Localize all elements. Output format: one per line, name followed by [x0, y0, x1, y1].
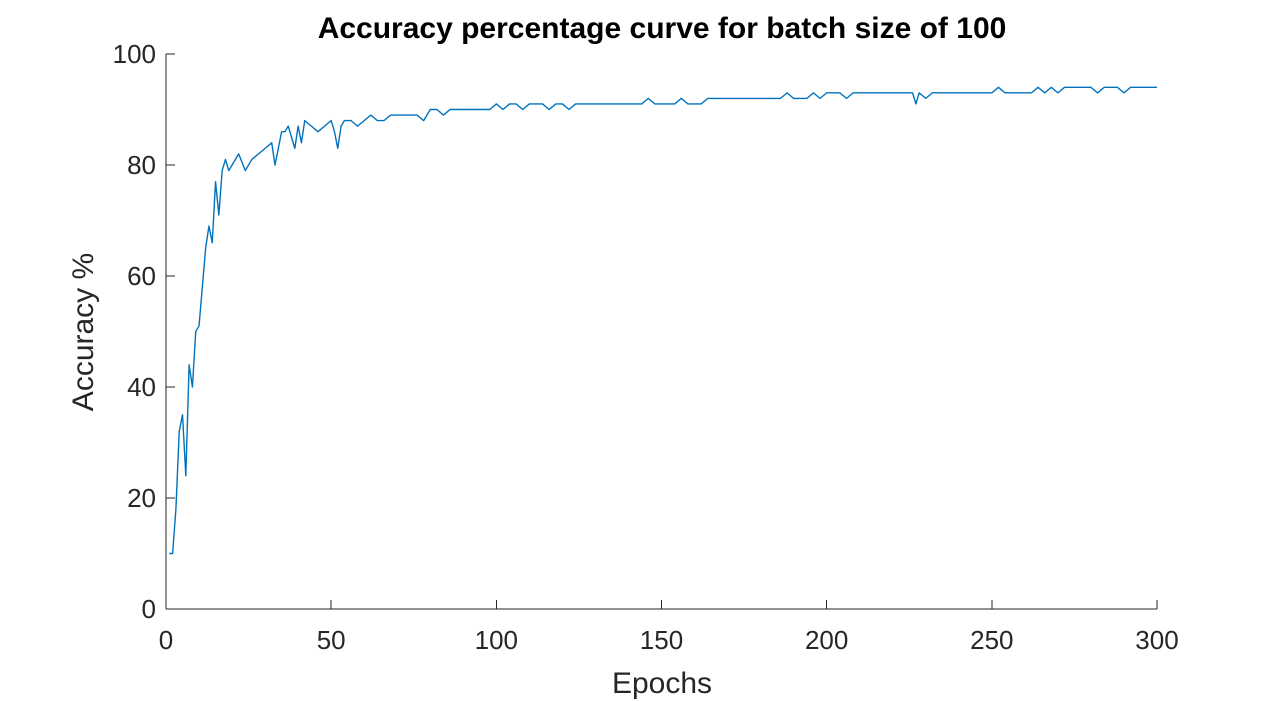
- x-tick-label: 250: [970, 625, 1013, 655]
- y-tick-label: 100: [113, 39, 156, 69]
- chart-title: Accuracy percentage curve for batch size…: [318, 12, 1007, 45]
- series-layer: [169, 86, 1157, 555]
- x-tick-label: 200: [805, 625, 848, 655]
- x-tick-label: 150: [640, 625, 683, 655]
- x-tick-label: 100: [475, 625, 518, 655]
- y-tick-label: 80: [127, 150, 156, 180]
- x-axis-label: Epochs: [612, 667, 712, 700]
- y-tick-label: 60: [127, 261, 156, 291]
- x-tick-label: 50: [317, 625, 346, 655]
- x-tick-label: 300: [1135, 625, 1178, 655]
- ticks-layer: 0 50 100 150 200 250 300 0 20 40 60 80 100: [113, 39, 1179, 655]
- y-axis-label: Accuracy %: [67, 253, 100, 411]
- y-tick-label: 0: [142, 594, 156, 624]
- series-line: [169, 86, 1157, 555]
- y-tick-label: 40: [127, 372, 156, 402]
- y-tick-label: 20: [127, 483, 156, 513]
- x-tick-label: 0: [159, 625, 173, 655]
